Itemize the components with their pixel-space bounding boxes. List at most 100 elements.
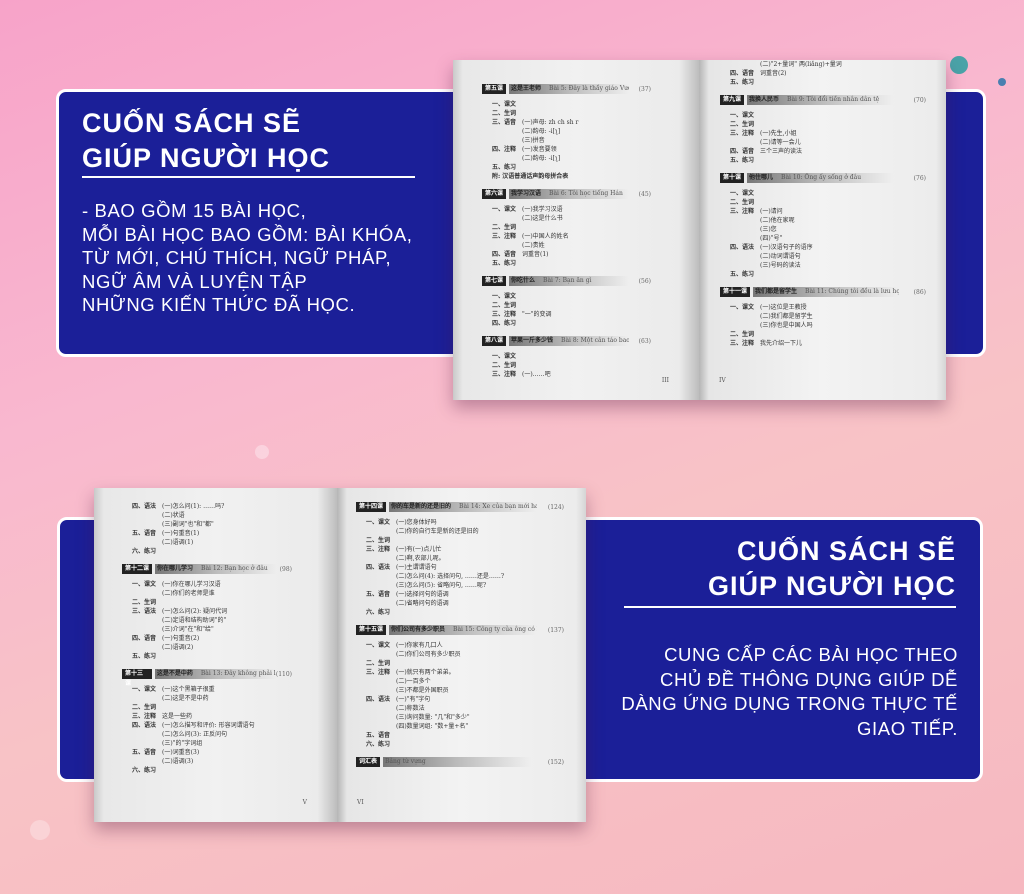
toc-subsection: (二)韵母: -i[ʅ]: [522, 155, 561, 162]
decorative-dot: [950, 56, 968, 74]
toc-line: (三)号码的读法: [730, 261, 926, 270]
toc-section: 五、练习: [492, 260, 517, 267]
toc-section: 三、注释: [492, 233, 517, 240]
toc-section: [132, 739, 162, 748]
toc-section: 一、课文: [366, 519, 391, 526]
lesson-page-number: (152): [547, 758, 564, 766]
lesson-number: 第十三课: [122, 669, 152, 687]
lesson-number: 第九课: [720, 95, 745, 105]
toc-section: 一、课文: [492, 353, 517, 360]
lesson-number: 第十五课: [356, 625, 387, 635]
toc-section: [366, 713, 396, 722]
toc-subsection: (三)号码的读法: [760, 262, 801, 269]
toc-line: 六、练习: [132, 547, 292, 556]
lesson-number: 词汇表: [356, 757, 381, 767]
lesson-heading: 第十二课 你在哪儿学习 Bài 12: Bạn học ở đâu (98): [122, 564, 292, 574]
toc-line: 四、语音 (一)句重音(2): [132, 634, 292, 643]
top-description-line: MỖI BÀI HỌC BAO GỒM: BÀI KHÓA,: [82, 223, 413, 245]
toc-section: [132, 538, 162, 547]
toc-subsection: (三)副词"也"和"都": [162, 521, 214, 528]
lesson-title-vietnamese: Bài 6: Tôi học tiếng Hán: [549, 190, 623, 197]
toc-section: 五、语音: [366, 591, 391, 598]
toc-subsection: (三)询问数量: "几"和"多少": [396, 714, 470, 721]
lesson-title-vietnamese: Bài 15: Công ty của ông có bao nhiêu nhâ…: [453, 626, 537, 633]
lesson-heading: 第十课 他住哪儿 Bài 10: Ông ấy sống ở đâu (76): [720, 173, 926, 183]
toc-line: (二)怎么问(3): 正反问句: [132, 730, 292, 739]
toc-subsection: (一)我学习汉语: [522, 206, 563, 213]
toc-line: 四、语法 (一)"有"字句: [366, 695, 564, 704]
toc-subsection: (二)这是不是中药: [162, 695, 209, 702]
toc-line: (二)这是不是中药: [132, 694, 292, 703]
toc-subsection: (一)发音要领: [522, 146, 557, 153]
lesson-page-number: (76): [913, 174, 926, 182]
toc-section: [132, 643, 162, 652]
book-page-right: (二)"2+量词" 两(liǎng)+量词 四、语音 词重音(2) 五、练习 第九课 我换…: [699, 60, 946, 400]
toc-line: (二)请等一会儿: [730, 138, 926, 147]
toc-line: 五、语音 (一)词重音(3): [132, 748, 292, 757]
lesson-page-number: (70): [913, 96, 926, 104]
toc-line: (四)"号": [730, 234, 926, 243]
decorative-dot: [998, 78, 1006, 86]
top-heading-line: GIÚP NGƯỜI HỌC: [82, 143, 330, 173]
toc-section: 六、练习: [132, 767, 157, 774]
lesson-title-chinese: 你们公司有多少职员: [391, 626, 446, 633]
lesson-number: 第十一课: [720, 287, 751, 297]
toc-line: 二、生词: [492, 109, 651, 118]
lesson-page-number: (45): [638, 190, 651, 198]
toc-line: (二)我们都是留学生: [730, 312, 926, 321]
toc-line: 四、语法 (一)主谓谓语句: [366, 563, 564, 572]
toc-section: 二、生词: [132, 599, 157, 606]
toc-line: (四)数量词组: "数+量+名": [366, 722, 564, 731]
toc-subsection: (三)怎么问(5): 省略问句, ……呢?: [396, 582, 487, 589]
lesson-page-number: (37): [638, 85, 651, 93]
toc-section: [492, 214, 522, 223]
toc-subsection: (一)你在哪儿学习汉语: [162, 581, 221, 588]
toc-section: 三、注释: [132, 713, 157, 720]
lesson-page-number: (137): [547, 626, 564, 634]
lesson-title: 这是不是中药 Bài 13: Đây không phải là thuốc Đô…: [154, 669, 276, 679]
toc-line: (二)语调(3): [132, 757, 292, 766]
toc-section: 二、生词: [366, 660, 391, 667]
toc-section: [730, 60, 760, 69]
toc-section: 四、语音: [132, 635, 157, 642]
toc-section: 二、生词: [730, 199, 755, 206]
toc-subsection: (二)称数法: [396, 705, 425, 712]
toc-section: 四、注释: [492, 146, 517, 153]
lesson-title-vietnamese: Bảng từ vựng: [385, 758, 426, 765]
lesson-number: 第七课: [482, 276, 507, 286]
lesson-title-chinese: 你吃什么: [511, 277, 536, 284]
toc-line: (二)一百多个: [366, 677, 564, 686]
lesson-heading: 第九课 我换人民币 Bài 9: Tôi đổi tiền nhân dân tệ (…: [720, 95, 926, 105]
lesson-number: 第八课: [482, 336, 507, 346]
top-description-line: NGỮ ÂM VÀ LUYỆN TẬP: [82, 270, 308, 292]
toc-section: [730, 261, 760, 270]
toc-section: 四、语法: [132, 722, 157, 729]
toc-section: [366, 554, 396, 563]
toc-subsection: (二)语调(1): [162, 539, 194, 546]
toc-section: [366, 677, 396, 686]
lesson-title: 你们公司有多少职员 Bài 15: Công ty của ông có bao …: [389, 625, 537, 635]
toc-line: 二、生词: [730, 330, 926, 339]
lesson-title-vietnamese: Bài 11: Chúng tôi đều là lưu học sinh: [805, 288, 900, 295]
lesson-title-chinese: 你的车是新的还是旧的: [391, 503, 452, 510]
bottom-description-line: CUNG CẤP CÁC BÀI HỌC THEO: [664, 644, 958, 665]
toc-section: 四、语法: [730, 244, 755, 251]
toc-line: 六、练习: [132, 766, 292, 775]
toc-subsection: (一)中国人的姓名: [522, 233, 569, 240]
toc-line: (三)"的"字词组: [132, 739, 292, 748]
lesson-title: 苹果一斤多少钱 Bài 8: Một cân táo bao nhiêu tiền: [509, 336, 630, 346]
toc-subsection: "一"的变调: [522, 311, 552, 318]
toc-line: (二)这是什么书: [492, 214, 651, 223]
lesson-page-number: (98): [279, 565, 292, 573]
top-divider: [82, 176, 415, 178]
toc-line: (三)介词"在"和"给": [132, 625, 292, 634]
toc-subsection: (二)他在家呢: [760, 217, 795, 224]
toc-subsection: 词重音(2): [760, 70, 787, 77]
toc-line: (二)"2+量词" 两(liǎng)+量词: [730, 60, 926, 69]
toc-line: 二、生词: [730, 198, 926, 207]
toc-line: 四、注释 (一)发音要领: [492, 145, 651, 154]
toc-line: 三、注释 (一)先生,小姐: [730, 129, 926, 138]
toc-section: 一、课文: [730, 190, 755, 197]
